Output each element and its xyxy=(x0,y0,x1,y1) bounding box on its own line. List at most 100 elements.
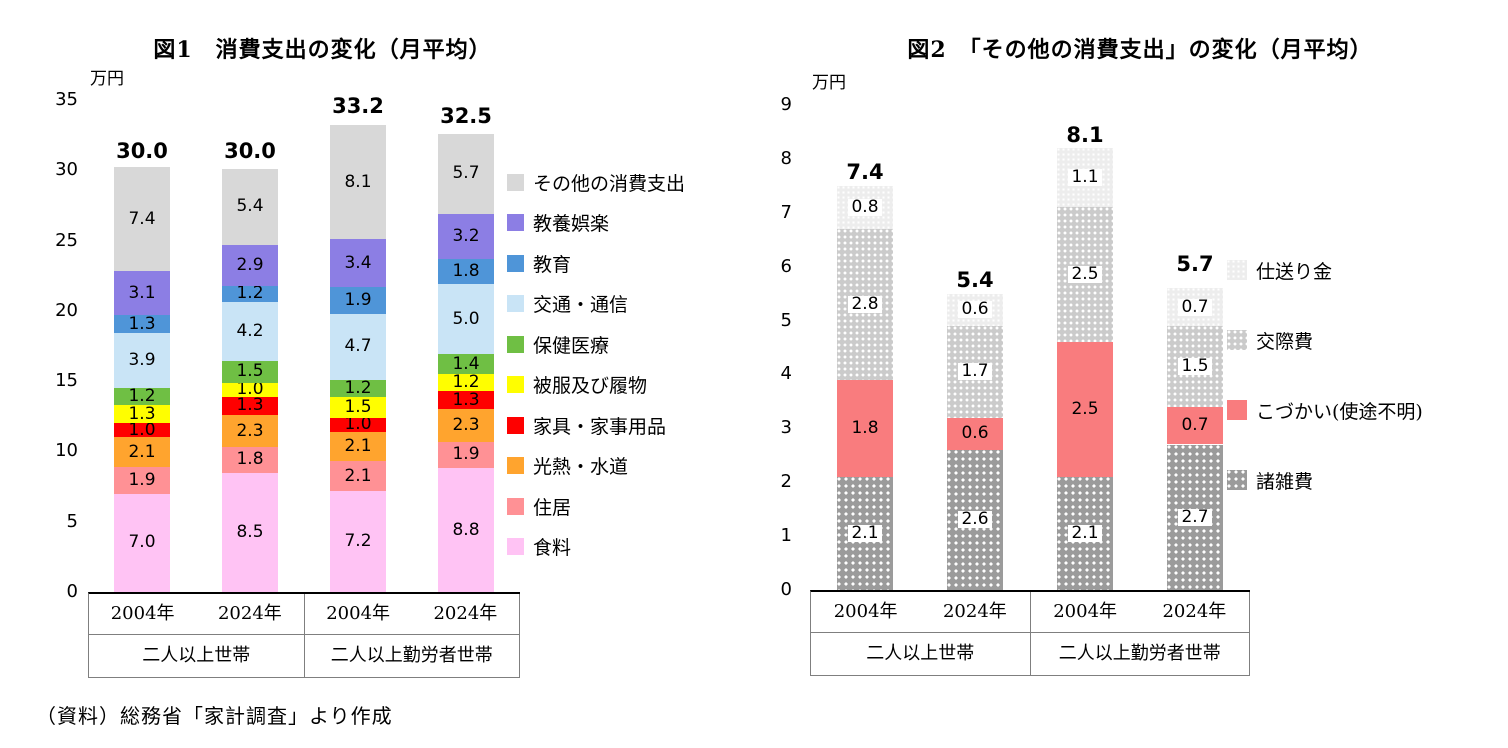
bar-segment-保健医療: 1.2 xyxy=(330,379,386,397)
legend-label: 保健医療 xyxy=(533,334,610,357)
bar-segment-教育: 1.9 xyxy=(330,286,386,314)
segment-value-label: 5.4 xyxy=(236,196,264,217)
category-group-label: 二人以上世帯 xyxy=(89,635,304,678)
bar-segment-教養娯楽: 3.1 xyxy=(114,271,170,316)
y-axis-tick-label: 20 xyxy=(55,299,78,321)
segment-value-label: 2.1 xyxy=(1068,524,1102,542)
legend-item: 教育 xyxy=(507,243,685,284)
y-axis-tick-label: 3 xyxy=(780,417,792,439)
segment-value-label: 0.6 xyxy=(961,423,989,444)
legend-label: 光熱・水道 xyxy=(533,456,629,479)
legend-item: 諸雑費 xyxy=(1227,445,1423,515)
category-label: 2024年 xyxy=(217,603,282,624)
segment-value-label: 2.9 xyxy=(236,254,264,275)
segment-value-label: 1.8 xyxy=(452,260,480,281)
bar-total-label: 30.0 xyxy=(224,139,276,164)
segment-value-label: 1.3 xyxy=(128,403,156,424)
segment-value-label: 3.4 xyxy=(344,252,372,273)
segment-value-label: 2.1 xyxy=(344,435,372,456)
bar-segment-教育: 1.2 xyxy=(222,283,278,304)
category-year-row: 2004年 2024年 xyxy=(1030,592,1249,633)
segment-value-label: 2.7 xyxy=(1178,508,1212,526)
bar-segment-食料: 8.5 xyxy=(222,472,278,592)
segment-value-label: 1.8 xyxy=(236,449,264,470)
y-axis-tick-label: 6 xyxy=(780,255,792,277)
y-axis-tick-label: 1 xyxy=(780,525,792,547)
bar-segment-保健医療: 1.5 xyxy=(222,361,278,383)
category-year-row: 2004年 2024年 xyxy=(811,592,1030,633)
bar-total-label: 5.7 xyxy=(1176,251,1214,276)
segment-value-label: 2.1 xyxy=(344,465,372,486)
bar-segment-家具・家事用品: 1.0 xyxy=(114,421,170,438)
legend-swatch xyxy=(507,254,524,272)
category-group: 2004年 2024年 二人以上勤労者世帯 xyxy=(1030,592,1250,676)
y-axis-tick-label: 0 xyxy=(66,581,78,602)
bar-segment-教養娯楽: 3.4 xyxy=(330,239,386,287)
figure2-unit-label: 万円 xyxy=(812,73,846,93)
bar-segment-教育: 1.8 xyxy=(438,258,494,285)
bar-segment-住居: 1.9 xyxy=(438,441,494,469)
bar-segment-こづかい(使途不明): 1.8 xyxy=(837,379,893,477)
category-group-label: 二人以上勤労者世帯 xyxy=(304,635,519,678)
bar-segment-交通・通信: 3.9 xyxy=(114,333,170,389)
legend-swatch xyxy=(507,335,524,353)
bar-segment-仕送り金: 0.6 xyxy=(947,293,1003,326)
bar-segment-住居: 1.9 xyxy=(114,466,170,494)
bar-segment-教養娯楽: 2.9 xyxy=(222,244,278,286)
segment-value-label: 5.0 xyxy=(452,308,480,329)
legend-item: 食料 xyxy=(507,527,685,568)
legend-item: 保健医療 xyxy=(507,324,685,365)
bar-segment-その他の消費支出: 5.4 xyxy=(222,168,278,245)
y-axis-tick-label: 10 xyxy=(55,440,78,462)
segment-value-label: 7.0 xyxy=(128,532,156,553)
segment-value-label: 1.3 xyxy=(452,389,480,410)
bar-segment-諸雑費: 2.1 xyxy=(837,476,893,590)
segment-value-label: 1.9 xyxy=(128,469,156,490)
segment-value-label: 8.1 xyxy=(344,171,372,192)
legend-swatch xyxy=(507,173,524,191)
bar-total-label: 7.4 xyxy=(846,160,884,185)
y-axis-tick-label: 15 xyxy=(55,370,78,392)
bar-total-label: 33.2 xyxy=(332,94,384,119)
legend-item: 交際費 xyxy=(1227,305,1423,375)
segment-value-label: 2.3 xyxy=(236,420,264,441)
category-group: 2004年 2024年 二人以上勤労者世帯 xyxy=(304,594,520,678)
bar-total-label: 5.4 xyxy=(956,268,994,292)
category-label: 2004年 xyxy=(833,601,898,622)
segment-value-label: 0.8 xyxy=(848,198,882,216)
bar-segment-その他の消費支出: 8.1 xyxy=(330,125,386,240)
y-axis-tick-label: 9 xyxy=(780,94,792,115)
segment-value-label: 1.2 xyxy=(236,283,264,304)
legend-item: 被服及び履物 xyxy=(507,365,685,406)
category-group: 2004年 2024年二人以上世帯 xyxy=(89,594,305,678)
segment-value-label: 1.7 xyxy=(958,363,992,381)
legend-label: 食料 xyxy=(533,537,572,560)
bar-segment-交際費: 1.5 xyxy=(1167,325,1223,407)
bar-segment-仕送り金: 0.7 xyxy=(1167,288,1223,326)
segment-value-label: 3.1 xyxy=(128,282,156,303)
segment-value-label: 4.2 xyxy=(236,321,264,342)
y-axis-tick-label: 2 xyxy=(780,471,792,493)
segment-value-label: 1.2 xyxy=(128,386,156,407)
segment-value-label: 2.5 xyxy=(1068,266,1102,284)
bar-segment-食料: 7.0 xyxy=(114,493,170,592)
bar-segment-その他の消費支出: 5.7 xyxy=(438,133,494,214)
segment-value-label: 1.5 xyxy=(344,396,372,417)
segment-value-label: 1.9 xyxy=(452,444,480,465)
category-label: 2004年 xyxy=(110,603,175,624)
segment-value-label: 1.1 xyxy=(1068,169,1102,187)
bar-segment-交際費: 2.5 xyxy=(1057,207,1113,343)
bar-segment-こづかい(使途不明): 2.5 xyxy=(1057,342,1113,477)
figure2-legend: 仕送り金 交際費 こづかい(使途不明) 諸雑費 xyxy=(1227,235,1423,515)
legend-swatch xyxy=(507,457,524,475)
bar-total-label: 32.5 xyxy=(440,104,492,129)
segment-value-label: 0.7 xyxy=(1181,415,1209,436)
segment-value-label: 1.5 xyxy=(1178,357,1212,375)
bar-segment-家具・家事用品: 1.3 xyxy=(438,389,494,410)
legend-swatch xyxy=(1227,260,1247,280)
y-axis-tick-label: 25 xyxy=(55,229,78,251)
bar-segment-家具・家事用品: 1.0 xyxy=(330,416,386,433)
bar-segment-諸雑費: 2.7 xyxy=(1167,444,1223,590)
segment-value-label: 1.2 xyxy=(452,372,480,393)
